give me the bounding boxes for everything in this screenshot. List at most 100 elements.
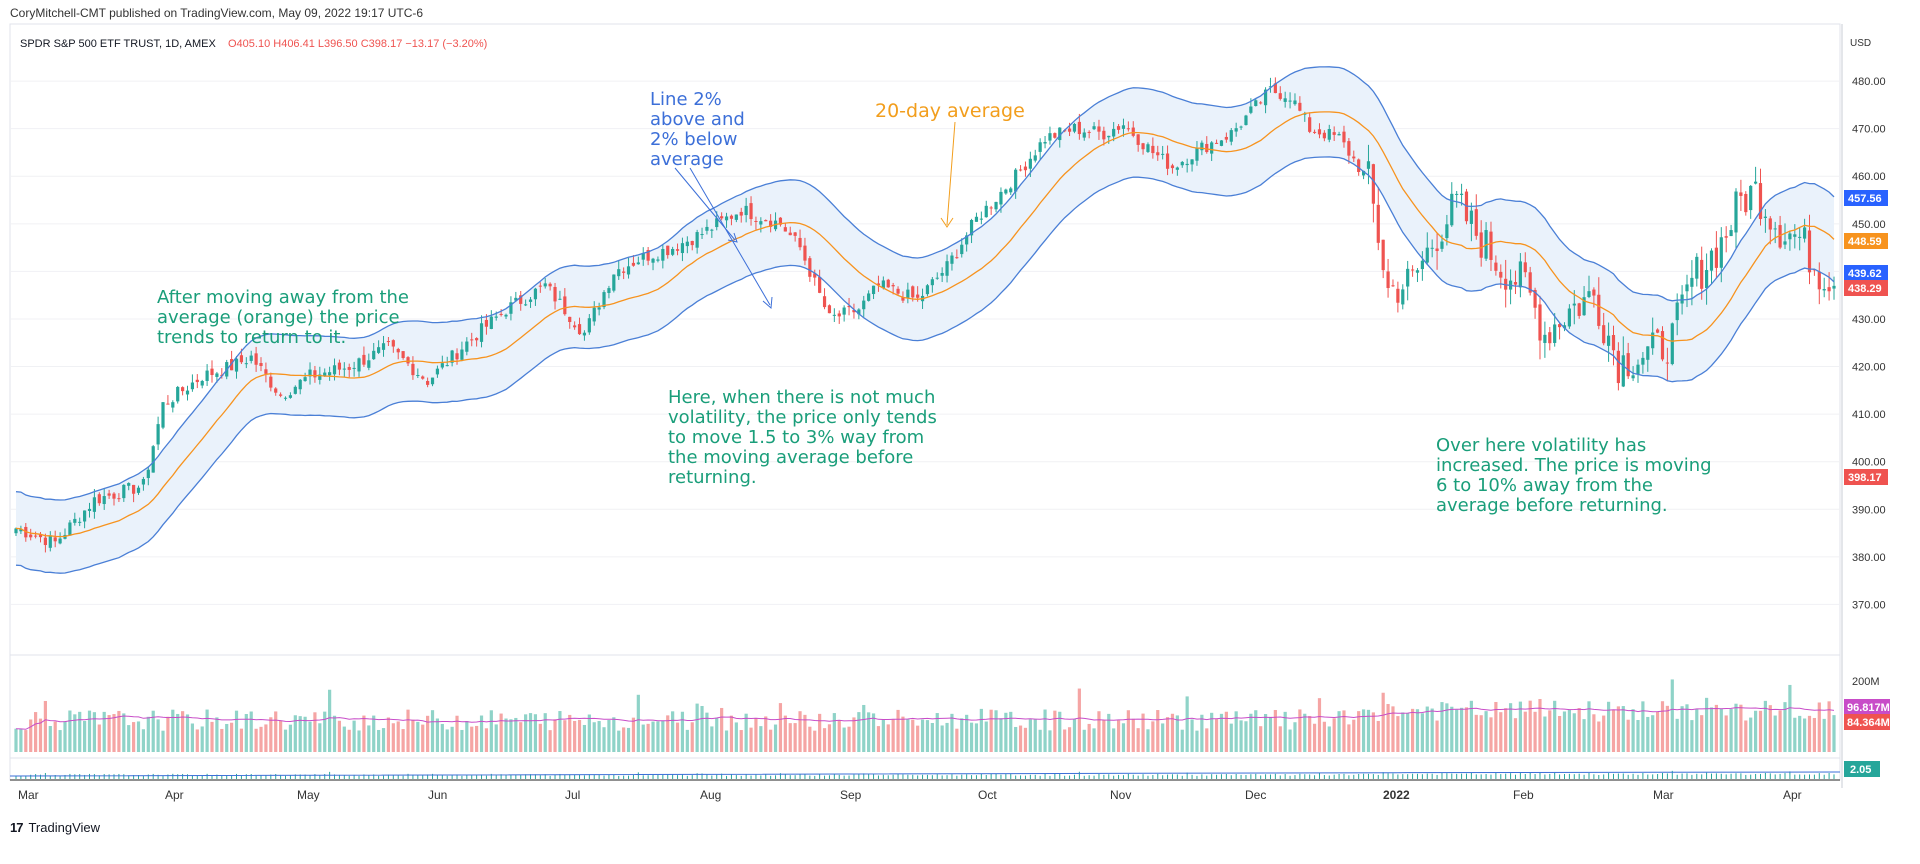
volume-bar — [1430, 708, 1434, 752]
volume-bar — [1396, 716, 1400, 752]
candle — [1469, 202, 1473, 242]
candle — [1479, 220, 1483, 267]
candle — [53, 530, 57, 548]
candle — [1636, 359, 1640, 383]
candle — [1190, 159, 1194, 172]
candle — [1396, 281, 1400, 313]
candle — [769, 214, 773, 233]
candle — [783, 222, 787, 232]
candle — [92, 489, 97, 519]
volume-bar — [1244, 721, 1248, 752]
volume-bar — [1626, 719, 1630, 752]
volume-bar — [465, 721, 469, 752]
candle — [264, 362, 268, 383]
volume-bar — [470, 726, 474, 752]
candle — [1729, 224, 1733, 237]
volume-bar — [1567, 709, 1571, 752]
volume-bar — [156, 719, 160, 752]
volume-bar — [1112, 728, 1116, 752]
volume-bar — [656, 721, 660, 752]
svg-text:Here, when there is not much: Here, when there is not much — [668, 387, 935, 408]
last-price-label: 457.56 — [1844, 190, 1888, 206]
time-tick-label: Mar — [18, 788, 39, 802]
candle — [1665, 347, 1669, 382]
candle — [754, 216, 758, 230]
volume-bar — [298, 716, 302, 752]
candle — [955, 249, 959, 259]
volume-bar — [1753, 710, 1758, 752]
volume-bar — [715, 717, 719, 752]
volume-bar — [1268, 716, 1273, 752]
volume-bar — [700, 706, 704, 752]
candle — [1072, 122, 1077, 134]
svg-text:96.817M: 96.817M — [1847, 702, 1890, 714]
candle — [269, 372, 273, 392]
candle — [1670, 322, 1674, 366]
candle — [112, 492, 116, 506]
candle — [1371, 163, 1375, 223]
candle — [1004, 188, 1008, 195]
volume-bar — [720, 707, 724, 752]
annotation-arrows — [674, 121, 956, 310]
volume-bar — [1347, 724, 1351, 752]
candle — [1410, 265, 1415, 277]
volume-bar — [1278, 726, 1282, 752]
candle — [1621, 336, 1625, 388]
volume-bar — [1146, 729, 1150, 752]
volume-bar — [612, 717, 616, 752]
candle — [1798, 227, 1802, 251]
volume-bar — [53, 721, 57, 752]
candle — [533, 287, 538, 306]
volume-bar — [34, 712, 38, 752]
volume-bar — [1141, 713, 1145, 752]
candle — [1420, 251, 1424, 281]
volume-bar — [14, 728, 18, 752]
volume-bar — [602, 727, 606, 752]
candle — [1587, 275, 1591, 299]
volume-bar — [401, 729, 405, 752]
volume-bar — [426, 715, 430, 752]
volume-last-label: 84.364M — [1844, 714, 1890, 730]
candle — [1229, 127, 1233, 146]
currency-label: USD — [1850, 38, 1871, 49]
candle — [1077, 113, 1081, 140]
volume-bar — [1014, 726, 1018, 752]
volume-bar — [357, 730, 361, 752]
candle — [1655, 328, 1660, 334]
volume-bar — [489, 710, 493, 752]
svg-text:448.59: 448.59 — [1848, 236, 1882, 248]
candle — [181, 386, 185, 396]
candle — [1009, 186, 1013, 195]
candle — [1170, 163, 1175, 174]
volume-bar — [793, 723, 797, 752]
candle — [1425, 232, 1429, 266]
volume-bar — [19, 729, 23, 752]
candle — [984, 200, 988, 218]
volume-bar — [1616, 706, 1620, 752]
volume-bar — [29, 719, 33, 752]
volume-bar — [1690, 720, 1694, 752]
volume-bar — [587, 714, 591, 752]
volume-bar — [1445, 703, 1449, 752]
candle — [1112, 122, 1116, 142]
tradingview-footer[interactable]: 17 TradingView — [10, 820, 100, 835]
candle — [1376, 187, 1380, 251]
candle — [832, 308, 836, 322]
candle — [852, 303, 856, 319]
volume-bar — [450, 726, 454, 752]
volume-bar — [455, 715, 459, 752]
volume-bar — [734, 722, 738, 752]
candle — [426, 377, 430, 388]
volume-bar — [1758, 710, 1763, 752]
volume-bar — [249, 711, 253, 752]
price-tick-label: 460.00 — [1852, 171, 1886, 183]
volume-bar — [279, 720, 283, 752]
candle — [1562, 322, 1567, 332]
volume-bar — [626, 727, 631, 752]
candle — [979, 211, 983, 225]
candle — [1597, 277, 1601, 330]
time-tick-label: Nov — [1110, 788, 1131, 802]
candle — [1651, 317, 1655, 355]
